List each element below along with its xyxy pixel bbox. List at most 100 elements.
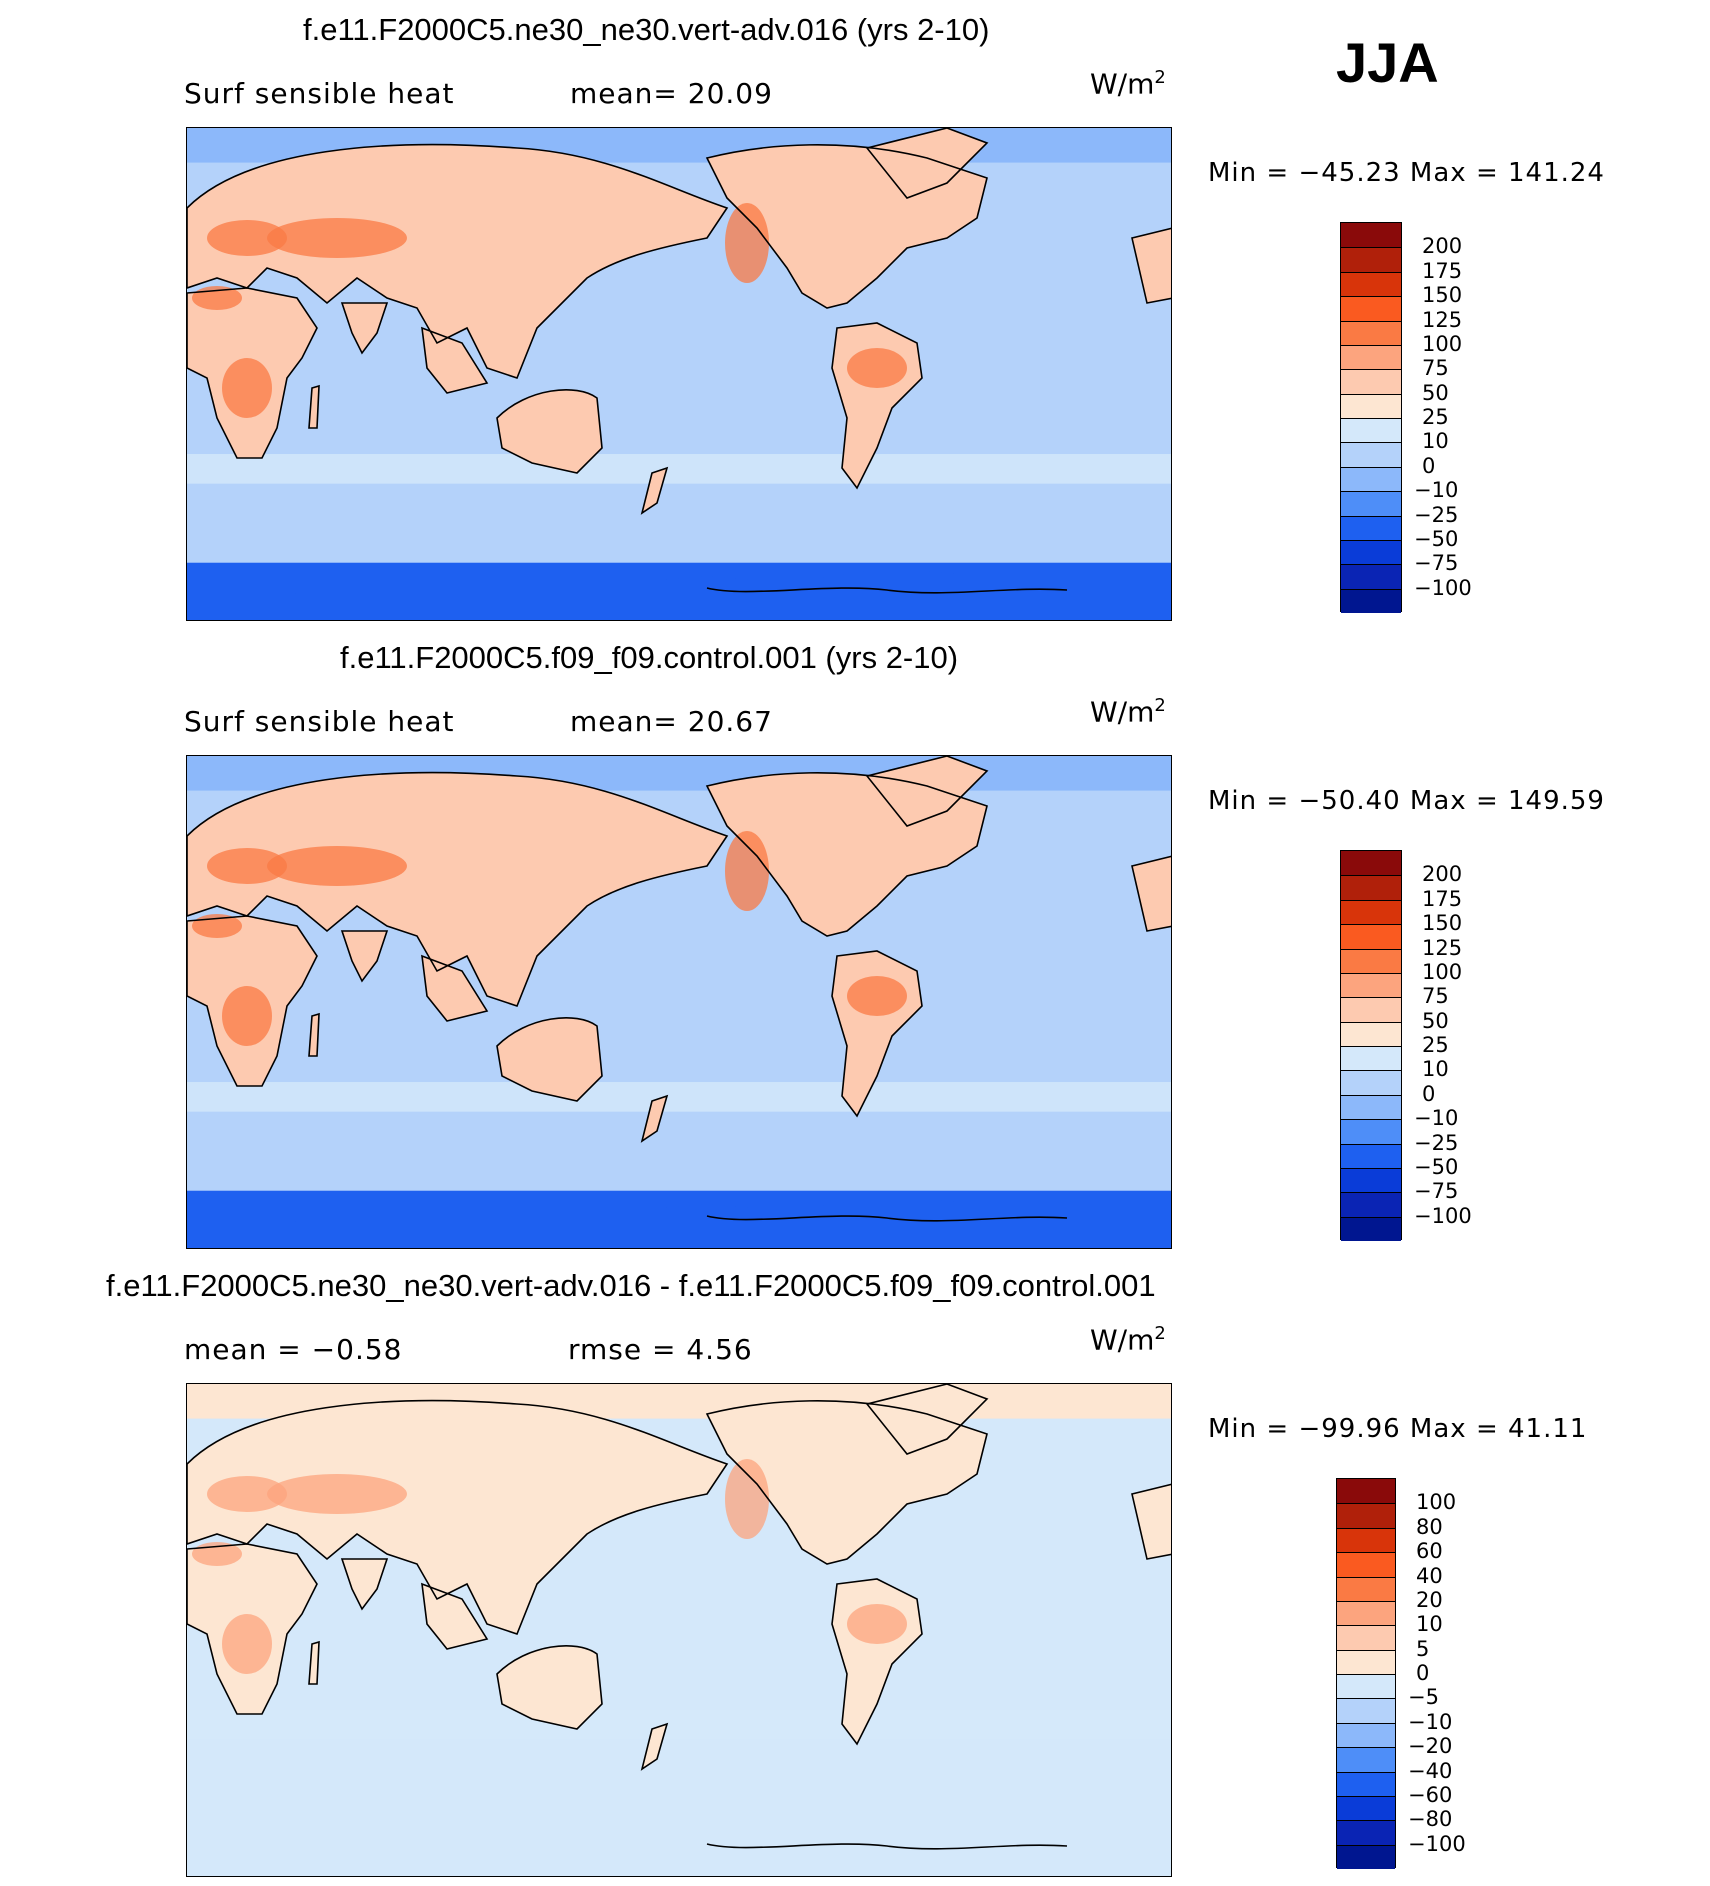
storm-track-band bbox=[187, 1710, 1171, 1740]
new-zealand-coastline bbox=[640, 1094, 669, 1143]
colorbar-tick-label: 50 bbox=[1422, 1008, 1449, 1033]
colorbar-swatch bbox=[1341, 1167, 1401, 1193]
colorbar-swatch bbox=[1341, 1070, 1401, 1095]
panel-3-minmax: Min = −99.96 Max = 41.11 bbox=[1208, 1414, 1588, 1444]
colorbar-tick-label: 40 bbox=[1416, 1563, 1443, 1588]
europe-west-coastline bbox=[1131, 855, 1171, 932]
panel-3-map bbox=[186, 1383, 1172, 1877]
panel-1-unit: W/m2 bbox=[1090, 67, 1166, 101]
colorbar-swatch bbox=[1341, 588, 1401, 613]
colorbar-tick-label: 100 bbox=[1422, 959, 1463, 984]
colorbar-tick-label: 25 bbox=[1422, 1033, 1449, 1057]
colorbar-tick-label: 10 bbox=[1422, 1057, 1449, 1082]
panel-3-mean: mean = −0.58 bbox=[184, 1333, 403, 1366]
warm-region bbox=[222, 358, 272, 418]
india-landmass bbox=[342, 303, 387, 353]
antarctica-coastline bbox=[706, 1843, 1068, 1850]
colorbar-tick-label: 75 bbox=[1422, 984, 1449, 1009]
panel-1-minmax: Min = −45.23 Max = 141.24 bbox=[1208, 158, 1605, 188]
colorbar-tick-label: 50 bbox=[1422, 380, 1449, 405]
australia-coastline bbox=[496, 1645, 603, 1730]
colorbar-swatch bbox=[1341, 491, 1401, 516]
colorbar-swatch bbox=[1341, 296, 1401, 321]
panel-3-unit: W/m2 bbox=[1090, 1323, 1166, 1357]
warm-region bbox=[847, 1604, 907, 1644]
se-asia-landmass bbox=[422, 956, 487, 1021]
india-coastline bbox=[340, 930, 389, 983]
colorbar-swatch bbox=[1341, 972, 1401, 998]
eurasia-coastline bbox=[187, 771, 729, 1007]
colorbar-swatch bbox=[1341, 851, 1401, 876]
colorbar-tick-label: −80 bbox=[1408, 1807, 1453, 1832]
colorbar-swatch bbox=[1341, 1192, 1401, 1217]
colorbar-swatch bbox=[1341, 223, 1401, 248]
eurasia-landmass bbox=[187, 144, 727, 378]
colorbar-swatch bbox=[1341, 997, 1401, 1022]
panel-2-map bbox=[186, 755, 1172, 1249]
europe-west-coastline bbox=[1131, 227, 1171, 304]
colorbar-tick-label: 125 bbox=[1422, 935, 1463, 960]
europe-west-landmass bbox=[1132, 1484, 1171, 1559]
madagascar-coastline bbox=[308, 384, 320, 429]
colorbar-tick-label: −50 bbox=[1414, 1154, 1459, 1179]
warm-region bbox=[267, 846, 407, 886]
warm-region bbox=[222, 986, 272, 1046]
colorbar-tick-label: 175 bbox=[1422, 258, 1463, 283]
colorbar-swatch bbox=[1337, 1844, 1395, 1869]
colorbar-swatch bbox=[1341, 369, 1401, 394]
colorbar-swatch bbox=[1341, 466, 1401, 492]
new-zealand-coastline bbox=[640, 466, 669, 515]
colorbar-tick-label: 125 bbox=[1422, 307, 1463, 332]
greenland-landmass bbox=[867, 1384, 987, 1454]
colorbar-tick-label: 75 bbox=[1422, 356, 1449, 381]
warm-region bbox=[725, 203, 769, 283]
colorbar-swatch bbox=[1341, 539, 1401, 565]
colorbar-swatch bbox=[1337, 1747, 1395, 1772]
colorbar-swatch bbox=[1341, 924, 1401, 949]
colorbar-swatch bbox=[1337, 1722, 1395, 1748]
colorbar-tick-label: −10 bbox=[1414, 1106, 1459, 1131]
panel-1-mean: mean= 20.09 bbox=[570, 77, 773, 110]
colorbar-swatch bbox=[1337, 1698, 1395, 1723]
colorbar-tick-label: −50 bbox=[1414, 526, 1459, 551]
colorbar-swatch bbox=[1341, 1143, 1401, 1168]
colorbar-swatch bbox=[1341, 247, 1401, 272]
colorbar-tick-label: 0 bbox=[1422, 453, 1436, 478]
colorbar-tick-label: −40 bbox=[1408, 1758, 1453, 1783]
warm-region bbox=[207, 848, 287, 884]
africa-coastline bbox=[187, 915, 318, 1087]
greenland-landmass bbox=[867, 756, 987, 826]
greenland-coastline bbox=[865, 756, 989, 827]
se-asia-coastline bbox=[421, 326, 489, 394]
colorbar-tick-label: 150 bbox=[1422, 911, 1463, 936]
colorbar-tick-label: −60 bbox=[1408, 1782, 1453, 1807]
new-zealand-landmass bbox=[642, 468, 667, 513]
india-landmass bbox=[342, 931, 387, 981]
warm-region bbox=[207, 1476, 287, 1512]
india-coastline bbox=[340, 1558, 389, 1611]
eurasia-landmass bbox=[187, 1400, 727, 1634]
se-asia-landmass bbox=[422, 328, 487, 393]
colorbar-tick-label: 200 bbox=[1422, 862, 1463, 887]
panel-2-world-map bbox=[187, 756, 1171, 1248]
greenland-landmass bbox=[867, 128, 987, 198]
colorbar-tick-label: 25 bbox=[1422, 405, 1449, 429]
warm-region bbox=[725, 831, 769, 911]
warm-region bbox=[725, 1459, 769, 1539]
colorbar-tick-label: 0 bbox=[1416, 1661, 1430, 1685]
colorbar-tick-label: −75 bbox=[1414, 1179, 1459, 1204]
panel-1-map bbox=[186, 127, 1172, 621]
panel-1-colorbar bbox=[1340, 222, 1402, 613]
australia-coastline bbox=[496, 389, 603, 474]
colorbar-swatch bbox=[1341, 1216, 1401, 1241]
india-landmass bbox=[342, 1559, 387, 1609]
colorbar-tick-label: 175 bbox=[1422, 886, 1463, 911]
panel-3-world-map bbox=[187, 1384, 1171, 1876]
colorbar-tick-label: −100 bbox=[1414, 1203, 1472, 1228]
colorbar-swatch bbox=[1341, 344, 1401, 370]
panel-2-title: f.e11.F2000C5.f09_f09.control.001 (yrs 2… bbox=[340, 640, 959, 675]
eurasia-landmass bbox=[187, 772, 727, 1006]
north-america-coastline bbox=[705, 144, 988, 309]
warm-region bbox=[207, 220, 287, 256]
panel-3-colorbar bbox=[1336, 1478, 1396, 1869]
